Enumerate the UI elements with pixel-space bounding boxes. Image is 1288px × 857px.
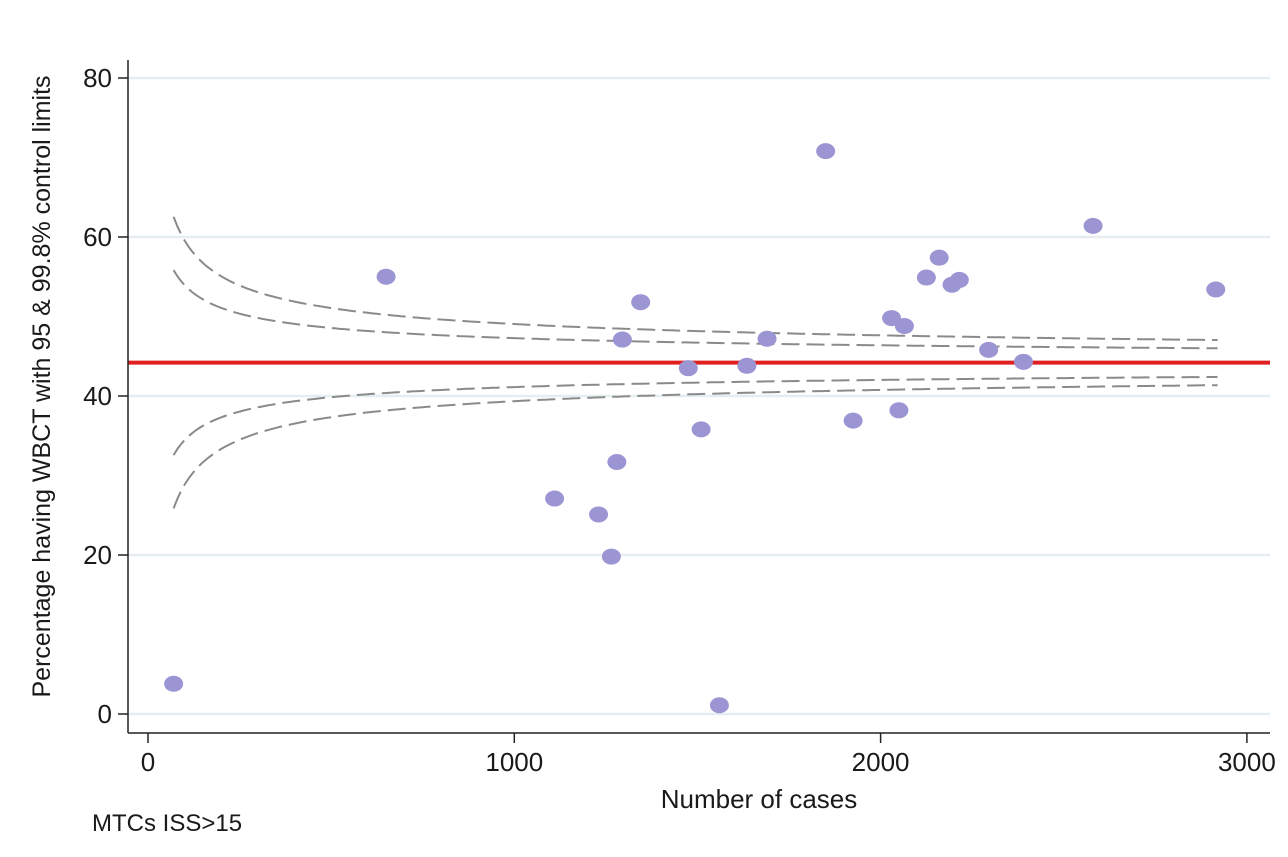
data-point-11 (709, 697, 729, 714)
y-tick-label-0: 0 (98, 699, 112, 729)
data-point-2 (376, 268, 396, 285)
data-point-12 (737, 357, 757, 374)
y-tick-label-40: 40 (83, 381, 112, 411)
subgroup-note: MTCs ISS>15 (92, 810, 243, 837)
control-limit-99-8-lower (172, 384, 1218, 509)
x-axis-title: Number of cases (661, 784, 858, 814)
data-point-10 (691, 421, 711, 438)
data-point-4 (589, 506, 609, 523)
data-point-8 (631, 294, 651, 311)
data-point-13 (757, 330, 777, 347)
data-point-6 (607, 453, 627, 470)
x-axis-ticks: 0 1000 2000 3000 (141, 733, 1276, 777)
x-tick-label-1000: 1000 (485, 747, 543, 777)
data-point-9 (678, 360, 698, 377)
data-point-25 (1083, 217, 1103, 234)
y-axis-ticks: 0 20 40 60 80 (83, 63, 128, 729)
x-tick-label-3000: 3000 (1218, 747, 1276, 777)
data-point-3 (545, 490, 565, 507)
data-point-1 (164, 675, 184, 692)
control-limit-99-8-upper (172, 216, 1218, 341)
data-point-26 (1206, 281, 1226, 298)
y-tick-label-80: 80 (83, 63, 112, 93)
y-tick-label-60: 60 (83, 222, 112, 252)
control-limit-curves (172, 216, 1218, 509)
data-point-18 (894, 318, 914, 335)
data-point-5 (601, 548, 621, 565)
data-point-17 (889, 402, 909, 419)
data-point-19 (916, 269, 936, 286)
gridlines (128, 76, 1270, 716)
data-point-15 (843, 412, 863, 429)
data-point-20 (929, 249, 949, 266)
control-limit-95-upper (172, 269, 1218, 350)
y-tick-label-20: 20 (83, 540, 112, 570)
data-point-23 (979, 341, 999, 358)
data-points (164, 143, 1226, 714)
x-tick-label-2000: 2000 (852, 747, 910, 777)
y-axis-title: Percentage having WBCT with 95 & 99.8% c… (28, 75, 56, 697)
data-point-14 (816, 143, 836, 160)
data-point-24 (1013, 353, 1033, 370)
control-limit-95-lower (172, 375, 1218, 456)
data-point-7 (612, 331, 632, 348)
x-tick-label-0: 0 (141, 747, 155, 777)
data-point-22 (949, 271, 969, 288)
